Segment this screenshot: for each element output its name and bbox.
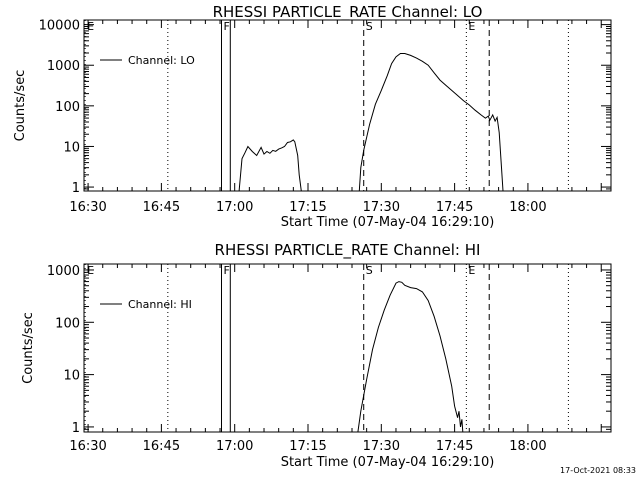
x-tick-label: 18:00 [509,439,546,454]
y-tick-label: 10 [63,369,80,384]
plot-frame [83,263,612,433]
x-tick-label: 17:30 [363,439,400,454]
x-tick-label: 16:45 [143,200,180,215]
x-axis-label: Start Time (07-May-04 16:29:10) [281,215,495,230]
marker-label: E [87,20,94,33]
panel-2: RHESSI PARTICLE_RATE Channel: HI 16:30 16:… [21,241,612,470]
x-tick-label: 17:45 [436,439,473,454]
marker-label: S [366,264,373,277]
legend-label: Channel: HI [128,298,192,311]
marker-label: E [468,264,475,277]
chart-title: RHESSI PARTICLE_RATE Channel: HI [215,241,481,260]
y-tick-label: 100 [55,316,80,331]
x-axis-label: Start Time (07-May-04 16:29:10) [281,455,495,470]
x-tick-label: 17:00 [216,200,253,215]
x-tick-label: 17:15 [289,200,326,215]
x-tick-label: 16:45 [143,439,180,454]
x-tick-label: 16:30 [69,200,106,215]
y-tick-label: 1000 [47,59,80,74]
marker-label: E [87,264,94,277]
legend-label: Channel: LO [128,54,195,67]
series-line-2 [358,53,504,192]
marker-label: F [223,264,229,277]
y-tick-label: 100 [55,100,80,115]
y-tick-label: 10 [63,140,80,155]
y-tick-label: 10000 [39,19,80,34]
x-tick-label: 17:15 [289,439,326,454]
x-tick-label: 17:45 [436,200,473,215]
panel-1: RHESSI PARTICLE_RATE Channel: LO 16:30 16:… [13,3,612,230]
y-axis-label: Counts/sec [21,312,36,384]
series-line-1 [357,281,464,433]
x-tick-label: 17:30 [363,200,400,215]
y-axis-label: Counts/sec [13,70,28,142]
y-tick-label: 1 [72,181,80,196]
marker-label: F [223,20,229,33]
marker-label: S [366,20,373,33]
x-tick-label: 16:30 [69,439,106,454]
chart-title: RHESSI PARTICLE_RATE Channel: LO [213,3,483,22]
x-tick-label: 18:00 [509,200,546,215]
y-tick-label: 1000 [47,264,80,279]
marker-label: E [468,20,475,33]
series-line-1 [238,139,302,192]
y-tick-label: 1 [72,421,80,436]
plot-timestamp: 17-Oct-2021 08:33 [560,466,636,475]
x-tick-label: 17:00 [216,439,253,454]
